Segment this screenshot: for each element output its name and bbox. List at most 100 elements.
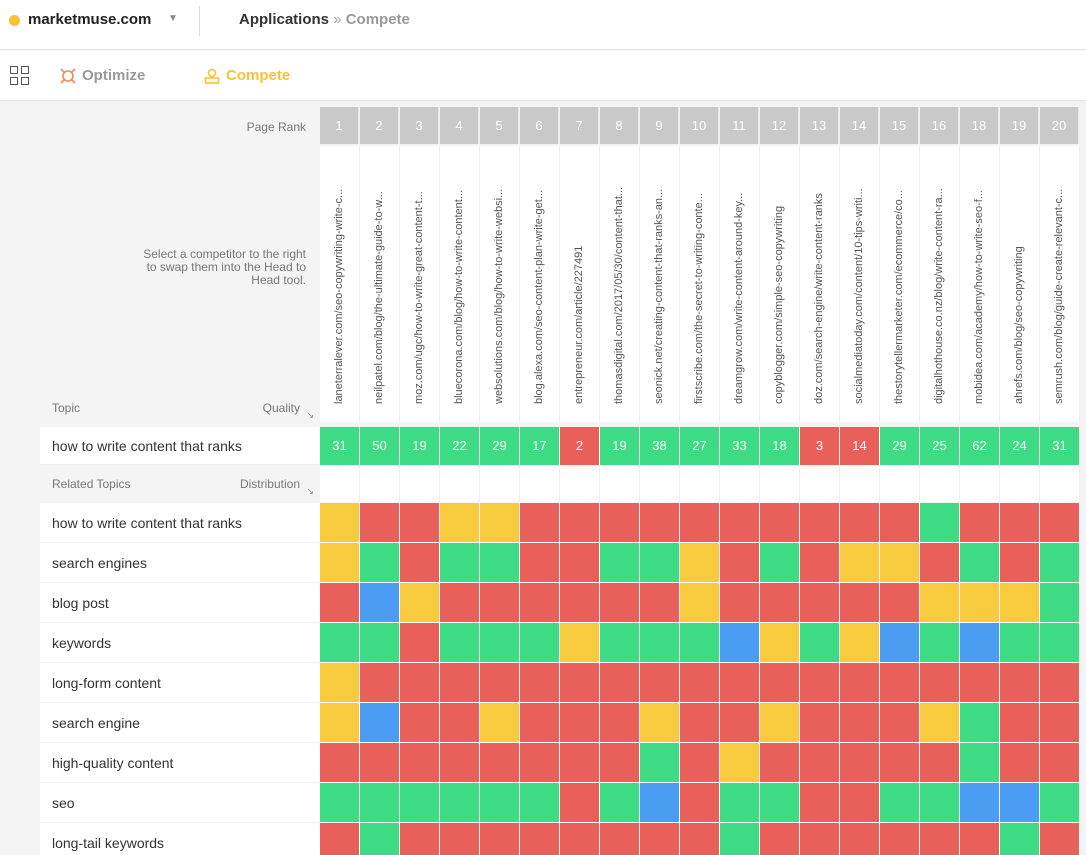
distribution-cell xyxy=(360,503,400,543)
distribution-cell xyxy=(680,703,720,743)
distribution-cell xyxy=(680,503,720,543)
sort-corner-icon[interactable]: ↘ xyxy=(306,486,314,496)
chevron-down-icon[interactable]: ▼ xyxy=(168,13,178,24)
distribution-header-cell xyxy=(360,466,400,502)
competitor-column-header[interactable]: websolutions.com/blog/how-to-write-websi… xyxy=(480,146,520,422)
competitor-column-header[interactable]: semrush.com/blog/guide-create-relevant-c… xyxy=(1040,146,1080,422)
optimize-app-button[interactable]: Optimize xyxy=(60,67,145,84)
distribution-cell xyxy=(520,823,560,855)
page-rank-cell: 1 xyxy=(320,107,359,144)
competitor-url: neilpatel.com/blog/the-ultimate-guide-to… xyxy=(372,191,385,404)
distribution-cell xyxy=(640,503,680,543)
competitor-url: bluecorona.com/blog/how-to-write-content… xyxy=(452,190,465,404)
quality-score-cell: 29 xyxy=(880,427,920,465)
distribution-cell xyxy=(680,743,720,783)
distribution-cell xyxy=(680,823,720,855)
distribution-cell xyxy=(960,543,1000,583)
quality-score-cell: 29 xyxy=(480,427,520,465)
competitor-url: blog.alexa.com/seo-content-plan-write-ge… xyxy=(532,190,545,404)
competitor-column-header[interactable]: thomasdigital.com/2017/05/30/content-tha… xyxy=(600,146,640,422)
distribution-header-cell xyxy=(680,466,720,502)
distribution-cell xyxy=(680,663,720,703)
competitor-column-header[interactable]: ahrefs.com/blog/seo-copywriting xyxy=(1000,146,1040,422)
competitor-column-header[interactable]: thestorytellermarketer.com/ecommerce/co.… xyxy=(880,146,920,422)
quality-header[interactable]: Quality xyxy=(262,401,300,415)
distribution-header-cell xyxy=(1040,466,1080,502)
distribution-cell xyxy=(480,703,520,743)
distribution-cell xyxy=(920,583,960,623)
distribution-header-cell xyxy=(720,466,760,502)
competitor-url: doz.com/search-engine/write-content-rank… xyxy=(812,193,825,404)
distribution-cell xyxy=(1000,703,1040,743)
app-grid-icon[interactable] xyxy=(10,66,30,86)
competitor-column-header[interactable]: socialmediatoday.com/content/10-tips-wri… xyxy=(840,146,880,422)
competitor-column-header[interactable]: seonick.net/creating-content-that-ranks-… xyxy=(640,146,680,422)
distribution-cell xyxy=(520,623,560,663)
distribution-cell xyxy=(400,823,440,855)
distribution-cell xyxy=(840,583,880,623)
breadcrumb-separator: » xyxy=(333,11,342,28)
distribution-cell xyxy=(800,503,840,543)
page-rank-cell: 7 xyxy=(560,107,599,144)
distribution-cell xyxy=(440,583,480,623)
distribution-cell xyxy=(880,663,920,703)
distribution-header-cell xyxy=(640,466,680,502)
distribution-cell xyxy=(520,663,560,703)
distribution-cell xyxy=(760,783,800,823)
distribution-cell xyxy=(1040,503,1080,543)
distribution-cell xyxy=(720,703,760,743)
distribution-cell xyxy=(480,663,520,703)
page-rank-cell: 19 xyxy=(1000,107,1039,144)
related-topic-label: search engines xyxy=(40,543,320,583)
competitor-column-header[interactable]: digitalhothouse.co.nz/blog/write-content… xyxy=(920,146,960,422)
competitor-column-header[interactable]: blog.alexa.com/seo-content-plan-write-ge… xyxy=(520,146,560,422)
competitor-column-header[interactable]: laneterralever.com/seo-copywriting-write… xyxy=(320,146,360,422)
distribution-header[interactable]: Distribution xyxy=(239,477,300,491)
distribution-cell xyxy=(720,823,760,855)
topic-column: Page Rank Select a competitor to the rig… xyxy=(40,102,320,855)
compete-app-button[interactable]: Compete xyxy=(204,67,290,84)
distribution-cell xyxy=(680,623,720,663)
competitor-column-header[interactable]: mobidea.com/academy/how-to-write-seo-f..… xyxy=(960,146,1000,422)
related-topics-header: Related Topics xyxy=(52,477,131,491)
distribution-cell xyxy=(600,503,640,543)
quality-score-cell: 50 xyxy=(360,427,400,465)
distribution-header-cell xyxy=(440,466,480,502)
competitor-column-header[interactable]: bluecorona.com/blog/how-to-write-content… xyxy=(440,146,480,422)
distribution-cell xyxy=(880,823,920,855)
competitor-column-header[interactable]: moz.com/ugc/how-to-write-great-content-t… xyxy=(400,146,440,422)
sort-corner-icon[interactable]: ↘ xyxy=(306,410,314,420)
competitor-column-header[interactable]: neilpatel.com/blog/the-ultimate-guide-to… xyxy=(360,146,400,422)
distribution-cell xyxy=(320,543,360,583)
distribution-header-cell xyxy=(320,466,360,502)
distribution-cell xyxy=(480,823,520,855)
distribution-cell xyxy=(480,503,520,543)
page-rank-cell: 12 xyxy=(760,107,799,144)
distribution-cell xyxy=(800,623,840,663)
competitor-column-header[interactable]: copyblogger.com/simple-seo-copywriting xyxy=(760,146,800,422)
swap-hint: Select a competitor to the right to swap… xyxy=(143,247,306,287)
distribution-cell xyxy=(1000,823,1040,855)
distribution-cell xyxy=(400,703,440,743)
competitor-column-header[interactable]: firstscribe.com/the-secret-to-writing-co… xyxy=(680,146,720,422)
competitor-column-header[interactable]: dreamgrow.com/write-content-around-key..… xyxy=(720,146,760,422)
workspace-switcher[interactable]: marketmuse.com xyxy=(28,11,152,28)
breadcrumb-applications[interactable]: Applications xyxy=(239,11,330,28)
distribution-cell xyxy=(960,623,1000,663)
distribution-cell xyxy=(1000,623,1040,663)
distribution-cell xyxy=(840,543,880,583)
distribution-cell xyxy=(840,503,880,543)
distribution-cell xyxy=(720,663,760,703)
distribution-cell xyxy=(1040,543,1080,583)
competitor-column-header[interactable]: doz.com/search-engine/write-content-rank… xyxy=(800,146,840,422)
quality-score-cell: 22 xyxy=(440,427,480,465)
distribution-cell xyxy=(480,623,520,663)
distribution-cell xyxy=(640,583,680,623)
related-topic-label: long-form content xyxy=(40,663,320,703)
distribution-cell xyxy=(320,703,360,743)
distribution-cell xyxy=(1040,783,1080,823)
distribution-cell xyxy=(440,783,480,823)
competitor-column-header[interactable]: entrepreneur.com/article/227491 xyxy=(560,146,600,422)
distribution-cell xyxy=(1000,543,1040,583)
distribution-cell xyxy=(440,623,480,663)
